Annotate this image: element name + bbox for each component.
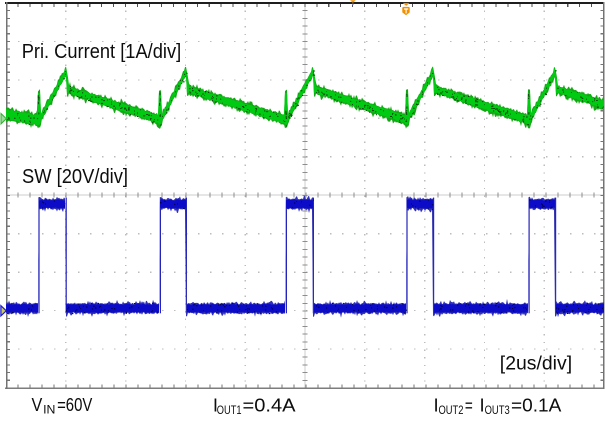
svg-text:=60V: =60V (57, 394, 93, 415)
svg-text:=0.4A: =0.4A (243, 394, 297, 415)
svg-text:OUT3: OUT3 (485, 405, 510, 417)
svg-text:I: I (213, 394, 218, 415)
svg-text:SW [20V/div]: SW [20V/div] (22, 166, 128, 188)
svg-text:OUT1: OUT1 (217, 405, 242, 417)
svg-text:=: = (465, 394, 473, 415)
svg-text:Pri. Current [1A/div]: Pri. Current [1A/div] (22, 41, 182, 63)
svg-text:=0.1A: =0.1A (511, 394, 562, 415)
svg-text:OUT2: OUT2 (439, 405, 464, 417)
svg-text:V: V (32, 394, 43, 415)
svg-text:[2us/div]: [2us/div] (500, 353, 572, 375)
svg-text:IN: IN (43, 405, 55, 417)
svg-text:I: I (434, 394, 439, 415)
svg-text:I: I (480, 394, 485, 415)
